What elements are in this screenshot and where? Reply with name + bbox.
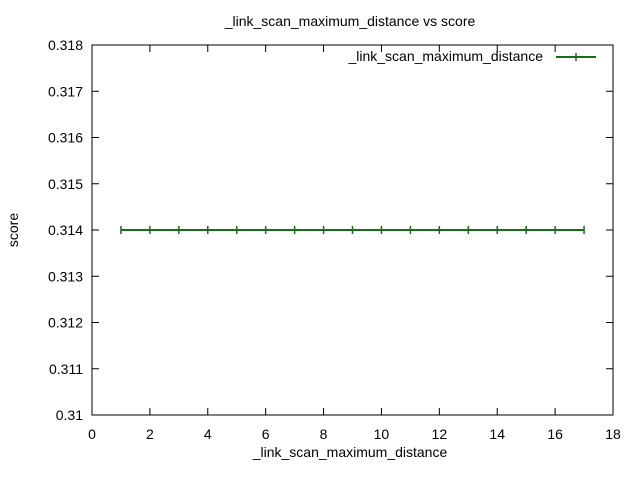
y-axis-title: score [5, 213, 21, 247]
x-tick-label: 12 [432, 426, 448, 442]
x-tick-label: 4 [204, 426, 212, 442]
series-layer [120, 226, 585, 234]
x-axis: 0 2 4 6 8 10 12 14 16 18 [88, 45, 621, 442]
y-tick-label: 0.316 [48, 130, 83, 146]
y-tick-label: 0.314 [48, 222, 83, 238]
legend: _link_scan_maximum_distance [347, 48, 596, 64]
legend-label: _link_scan_maximum_distance [347, 48, 543, 64]
x-tick-label: 6 [262, 426, 270, 442]
x-tick-label: 14 [489, 426, 505, 442]
y-tick-label: 0.312 [48, 315, 83, 331]
y-tick-label: 0.315 [48, 176, 83, 192]
x-tick-label: 8 [320, 426, 328, 442]
y-tick-label: 0.318 [48, 37, 83, 53]
x-tick-label: 18 [605, 426, 621, 442]
chart-title: _link_scan_maximum_distance vs score [224, 13, 476, 29]
x-tick-label: 2 [146, 426, 154, 442]
x-tick-label: 0 [88, 426, 96, 442]
x-tick-label: 16 [547, 426, 563, 442]
y-tick-label: 0.311 [49, 361, 83, 377]
y-tick-label: 0.313 [48, 268, 83, 284]
x-tick-label: 10 [374, 426, 390, 442]
y-tick-label: 0.317 [48, 83, 83, 99]
y-tick-label: 0.31 [56, 407, 83, 423]
x-axis-title: _link_scan_maximum_distance [252, 444, 448, 460]
y-axis: 0.31 0.311 0.312 0.313 0.314 0.315 0.316 0.317 0… [48, 37, 613, 423]
